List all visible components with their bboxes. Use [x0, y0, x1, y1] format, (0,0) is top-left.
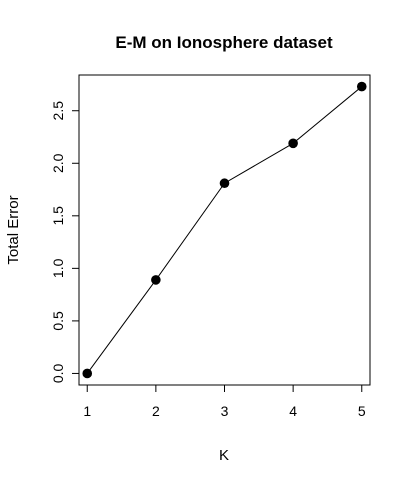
x-tick-label: 2	[152, 403, 160, 419]
x-tick-label: 5	[358, 403, 366, 419]
data-point	[220, 178, 230, 188]
y-axis-label: Total Error	[5, 195, 22, 264]
x-tick-label: 3	[221, 403, 229, 419]
chart-title: E-M on Ionosphere dataset	[115, 33, 333, 52]
data-point	[151, 275, 161, 285]
y-tick-label: 2.0	[50, 153, 66, 173]
data-point	[82, 369, 92, 379]
y-tick-label: 1.5	[50, 206, 66, 226]
y-tick-label: 0.5	[50, 311, 66, 331]
y-tick-label: 1.0	[50, 258, 66, 278]
data-point	[357, 82, 367, 92]
y-tick-label: 2.5	[50, 101, 66, 121]
x-tick-label: 4	[289, 403, 297, 419]
x-tick-label: 1	[83, 403, 91, 419]
y-tick-label: 0.0	[50, 363, 66, 383]
series-line	[87, 87, 362, 374]
y-axis: 0.0 0.5 1.0 1.5 2.0 2.5	[50, 101, 79, 383]
plot-frame	[79, 75, 370, 385]
series-layer	[82, 82, 366, 378]
x-axis-label: K	[219, 447, 229, 464]
x-axis: 1 2 3 4 5	[83, 385, 366, 419]
data-point	[288, 139, 298, 149]
